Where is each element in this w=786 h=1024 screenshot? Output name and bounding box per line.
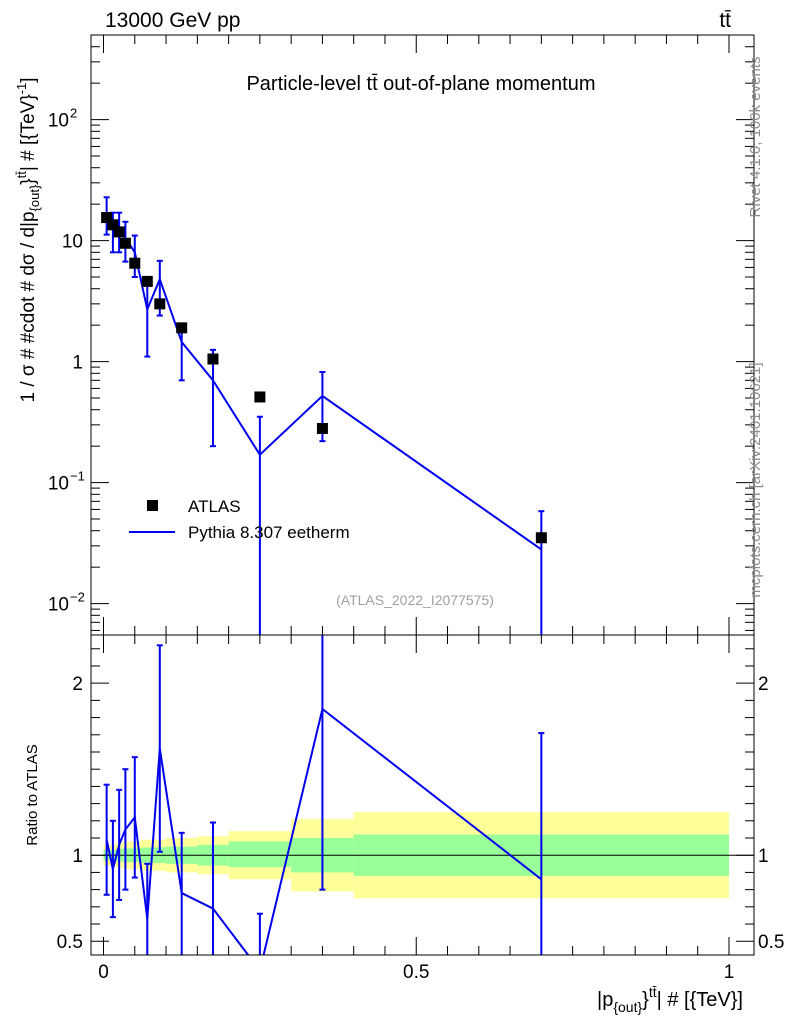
ratio-band-inner bbox=[228, 841, 292, 868]
ratio-y-tick-label: 2 bbox=[72, 674, 83, 695]
process-label: tt̄ bbox=[719, 9, 731, 32]
ratio-mc-series bbox=[103, 635, 545, 955]
x-tick-label: 0 bbox=[98, 962, 109, 983]
mc-line bbox=[105, 212, 542, 551]
energy-label: 13000 GeV pp bbox=[105, 9, 240, 32]
main-y-tick-label: 10 bbox=[48, 111, 69, 132]
ratio-y-tick-label: 1 bbox=[72, 846, 83, 867]
main-y-tick-label: 1 bbox=[72, 353, 83, 374]
main-y-tick-exponent: 2 bbox=[70, 106, 77, 121]
main-y-tick-label: 10 bbox=[62, 232, 83, 253]
main-y-tick-exponent: −2 bbox=[70, 590, 85, 605]
atlas-data-point bbox=[107, 219, 119, 231]
ratio-y-tick-label-right: 0.5 bbox=[758, 932, 784, 953]
atlas-data-point bbox=[129, 257, 141, 269]
atlas-data-point bbox=[119, 237, 131, 249]
legend-marker-atlas bbox=[147, 500, 158, 511]
main-data-series bbox=[101, 212, 547, 544]
legend: ATLAS Pythia 8.307 eetherm bbox=[129, 497, 350, 542]
ratio-y-tick-label: 0.5 bbox=[57, 932, 83, 953]
ratio-y-axis-label: Ratio to ATLAS bbox=[24, 744, 41, 845]
ratio-panel: 0 0.5 1 0.5 0.5 1 1 2 2 Ratio to ATLAS |p{out}}t… bbox=[24, 634, 784, 1015]
atlas-data-point bbox=[535, 532, 547, 544]
main-y-tick-label: 10 bbox=[48, 595, 69, 616]
atlas-data-point bbox=[254, 391, 266, 403]
atlas-data-point bbox=[207, 353, 219, 365]
ratio-frame bbox=[90, 634, 755, 956]
main-frame bbox=[90, 34, 755, 636]
main-y-tick-label: 10 bbox=[48, 474, 69, 495]
main-mc-series bbox=[103, 196, 545, 635]
main-y-axis-label: 1 / σ # #cdot # dσ / d|p{out}}tt̄| # [{T… bbox=[14, 77, 42, 402]
ratio-y-tick-label-right: 1 bbox=[758, 846, 769, 867]
atlas-data-point bbox=[154, 298, 166, 310]
rivet-version-label: Rivet 4.1.0, 100k events bbox=[747, 57, 764, 218]
atlas-data-point bbox=[101, 212, 113, 224]
analysis-id: (ATLAS_2022_I2077575) bbox=[336, 592, 494, 608]
main-y-tick-exponent: −1 bbox=[70, 469, 85, 484]
atlas-data-point bbox=[176, 322, 188, 334]
atlas-data-point bbox=[141, 275, 153, 287]
legend-label-atlas: ATLAS bbox=[188, 497, 241, 516]
legend-label-pythia: Pythia 8.307 eetherm bbox=[188, 523, 350, 542]
x-axis-label: |p{out}}tt̄| # [{TeV}] bbox=[597, 984, 743, 1015]
ratio-axis-ticks: 0 0.5 1 0.5 0.5 1 1 2 2 bbox=[57, 635, 784, 983]
source-label: mcplots.cern.ch [arXiv:2401.10621] bbox=[747, 362, 764, 597]
ratio-mc-line bbox=[105, 707, 542, 955]
ratio-y-tick-label-right: 2 bbox=[758, 674, 769, 695]
atlas-data-point bbox=[113, 226, 125, 238]
atlas-data-point bbox=[316, 422, 328, 434]
x-tick-label: 0.5 bbox=[403, 962, 429, 983]
main-title: Particle-level tt̄ out-of-plane momentum bbox=[246, 73, 595, 95]
x-tick-label: 1 bbox=[724, 962, 735, 983]
